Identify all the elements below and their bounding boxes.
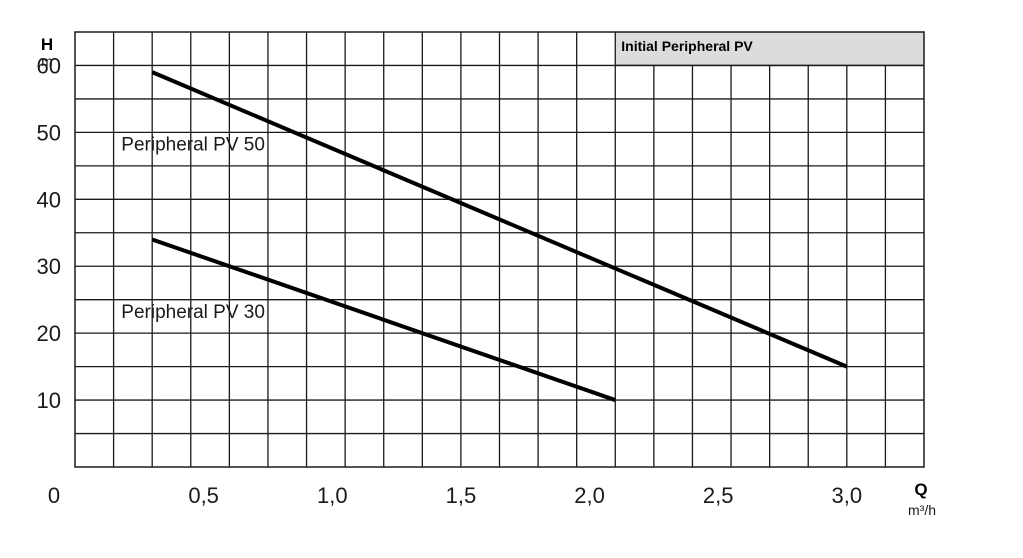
title-box bbox=[615, 32, 924, 66]
x-tick-label: 2,5 bbox=[703, 483, 734, 508]
y-axis-label: H bbox=[41, 35, 53, 54]
series-line-2 bbox=[151, 237, 616, 402]
y-tick-label: 20 bbox=[37, 321, 61, 346]
x-tick-label: 0,5 bbox=[188, 483, 219, 508]
series-label: Peripheral PV 30 bbox=[121, 302, 265, 323]
origin-label: 0 bbox=[48, 483, 60, 508]
y-tick-label: 30 bbox=[37, 254, 61, 279]
y-axis-unit: m bbox=[41, 53, 53, 69]
series-labels: Peripheral PV 50 Peripheral PV 30 bbox=[121, 134, 265, 322]
x-tick-label: 3,0 bbox=[832, 483, 863, 508]
y-tick-label: 10 bbox=[37, 388, 61, 413]
chart-title: Initial Peripheral PV bbox=[621, 38, 753, 54]
y-tick-label: 60 bbox=[37, 53, 61, 78]
x-tick-labels: 0,5 1,0 1,5 2,0 2,5 3,0 bbox=[188, 483, 862, 508]
series-lines bbox=[151, 70, 848, 402]
x-axis-unit: m³/h bbox=[908, 502, 936, 518]
series-line-1 bbox=[151, 70, 848, 369]
x-tick-label: 1,5 bbox=[446, 483, 477, 508]
plot-frame bbox=[74, 31, 925, 468]
x-tick-label: 2,0 bbox=[574, 483, 605, 508]
grid bbox=[75, 32, 924, 467]
y-tick-label: 50 bbox=[37, 120, 61, 145]
y-tick-labels: 10 20 30 40 50 60 bbox=[37, 53, 61, 413]
x-tick-label: 1,0 bbox=[317, 483, 348, 508]
series-label: Peripheral PV 50 bbox=[121, 134, 265, 155]
y-tick-label: 40 bbox=[37, 187, 61, 212]
x-axis-label: Q bbox=[914, 480, 927, 499]
